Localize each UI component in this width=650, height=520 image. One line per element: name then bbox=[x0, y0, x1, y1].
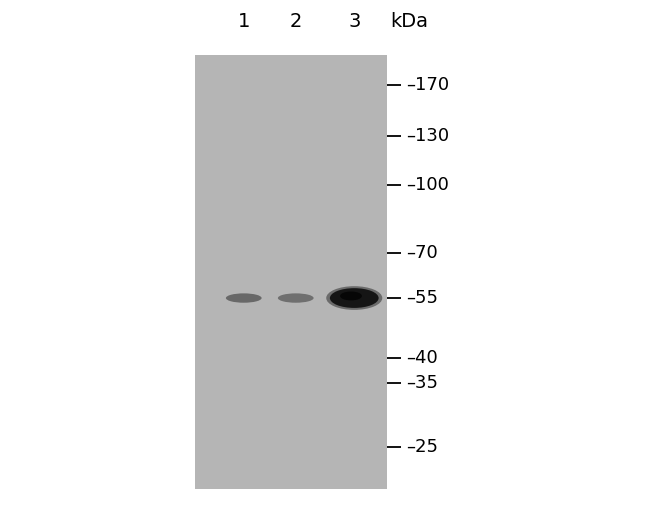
Text: 2: 2 bbox=[289, 12, 302, 31]
Ellipse shape bbox=[326, 286, 382, 310]
Ellipse shape bbox=[226, 293, 261, 303]
Ellipse shape bbox=[278, 293, 313, 303]
Bar bbox=[195, 55, 387, 489]
Text: –25: –25 bbox=[406, 438, 438, 456]
Text: 3: 3 bbox=[348, 12, 361, 31]
Text: –55: –55 bbox=[406, 289, 438, 307]
Text: –35: –35 bbox=[406, 374, 438, 392]
Text: kDa: kDa bbox=[390, 12, 428, 31]
Text: –40: –40 bbox=[406, 349, 438, 367]
Text: –130: –130 bbox=[406, 127, 449, 145]
Ellipse shape bbox=[330, 288, 378, 308]
Text: 1: 1 bbox=[237, 12, 250, 31]
Text: –100: –100 bbox=[406, 176, 449, 194]
Text: –170: –170 bbox=[406, 76, 449, 94]
Ellipse shape bbox=[340, 292, 362, 301]
Text: –70: –70 bbox=[406, 243, 438, 262]
